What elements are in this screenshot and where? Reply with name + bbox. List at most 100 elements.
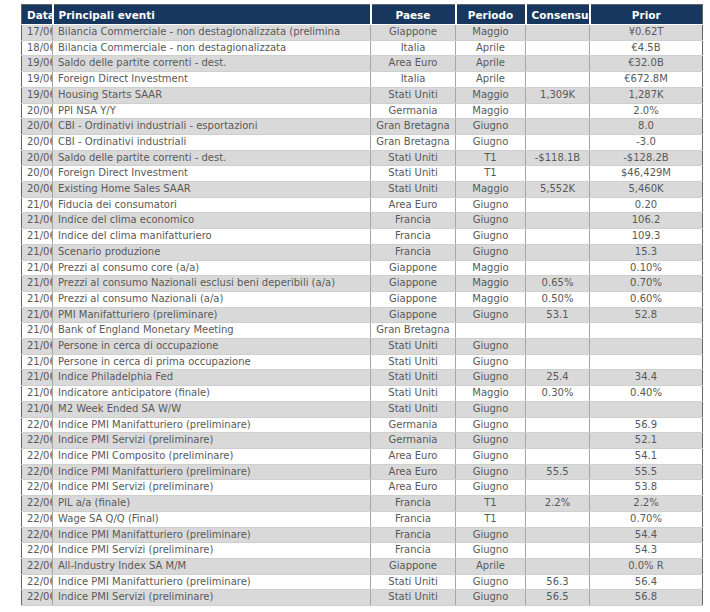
cell-consensus <box>526 543 590 559</box>
cell-evento: CBI - Ordinativi industriali <box>53 134 371 150</box>
cell-paese: Giappone <box>371 307 456 323</box>
cell-paese: Italia <box>371 72 456 88</box>
cell-paese: Giappone <box>371 276 456 292</box>
cell-evento: Indice PMI Manifatturiero (preliminare) <box>53 417 371 433</box>
table-row: 20/06CBI - Ordinativi industriali - espo… <box>22 119 703 135</box>
cell-evento: M2 Week Ended SA W/W <box>53 401 371 417</box>
cell-paese: Germania <box>371 433 456 449</box>
cell-data: 21/06 <box>22 386 53 402</box>
cell-consensus <box>526 166 590 182</box>
cell-consensus: 0.30% <box>526 386 590 402</box>
cell-paese: Stati Uniti <box>371 590 456 606</box>
cell-prior: 0.70% <box>590 511 703 527</box>
cell-evento: All-Industry Index SA M/M <box>53 558 371 574</box>
cell-data: 19/06 <box>22 72 53 88</box>
table-row: 17/06Bilancia Commerciale - non destagio… <box>22 25 703 41</box>
cell-evento: CBI - Ordinativi industriali - esportazi… <box>53 119 371 135</box>
cell-prior: 56.4 <box>590 574 703 590</box>
cell-periodo: Giugno <box>456 527 526 543</box>
cell-periodo: Giugno <box>456 401 526 417</box>
cell-consensus: 56.5 <box>526 590 590 606</box>
cell-data: 21/06 <box>22 213 53 229</box>
cell-evento: Indice del clima manifatturiero <box>53 229 371 245</box>
cell-paese: Stati Uniti <box>371 339 456 355</box>
cell-periodo: Aprile <box>456 72 526 88</box>
economic-calendar-table: DataPrincipali eventiPaesePeriodoConsens… <box>21 4 703 606</box>
cell-consensus <box>526 401 590 417</box>
cell-periodo: Giugno <box>456 354 526 370</box>
table-row: 21/06M2 Week Ended SA W/WStati UnitiGiug… <box>22 401 703 417</box>
table-row: 20/06PPI NSA Y/YGermaniaMaggio2.0% <box>22 103 703 119</box>
cell-paese: Gran Bretagna <box>371 119 456 135</box>
cell-periodo: Maggio <box>456 87 526 103</box>
cell-prior <box>590 323 703 339</box>
cell-periodo: Aprile <box>456 56 526 72</box>
cell-consensus <box>526 25 590 41</box>
cell-evento: Indice PMI Servizi (preliminare) <box>53 433 371 449</box>
table-row: 21/06Scenario produzioneFranciaGiugno15.… <box>22 244 703 260</box>
table-row: 21/06PMI Manifatturiero (preliminare)Gia… <box>22 307 703 323</box>
cell-periodo: T1 <box>456 166 526 182</box>
cell-paese: Francia <box>371 244 456 260</box>
cell-evento: Saldo delle partite correnti - dest. <box>53 56 371 72</box>
table-row: 19/06Saldo delle partite correnti - dest… <box>22 56 703 72</box>
table-row: 22/06All-Industry Index SA M/MGiapponeAp… <box>22 558 703 574</box>
cell-consensus <box>526 134 590 150</box>
cell-consensus: 53.1 <box>526 307 590 323</box>
cell-paese: Giappone <box>371 291 456 307</box>
cell-evento: Prezzi al consumo core (a/a) <box>53 260 371 276</box>
cell-consensus <box>526 56 590 72</box>
cell-data: 22/06 <box>22 558 53 574</box>
cell-data: 22/06 <box>22 511 53 527</box>
cell-prior: 0.0% R <box>590 558 703 574</box>
cell-data: 21/06 <box>22 276 53 292</box>
cell-evento: Indice PMI Composito (preliminare) <box>53 448 371 464</box>
cell-evento: Foreign Direct Investment <box>53 166 371 182</box>
cell-prior: ¥0.62T <box>590 25 703 41</box>
cell-data: 21/06 <box>22 260 53 276</box>
cell-prior: 56.8 <box>590 590 703 606</box>
table-row: 22/06Indice PMI Composito (preliminare)A… <box>22 448 703 464</box>
cell-evento: PPI NSA Y/Y <box>53 103 371 119</box>
cell-periodo: Giugno <box>456 543 526 559</box>
cell-evento: Indice PMI Manifatturiero (preliminare) <box>53 464 371 480</box>
cell-periodo: Giugno <box>456 307 526 323</box>
cell-evento: Scenario produzione <box>53 244 371 260</box>
cell-data: 19/06 <box>22 56 53 72</box>
cell-evento: Indice PMI Servizi (preliminare) <box>53 590 371 606</box>
cell-consensus <box>526 558 590 574</box>
cell-consensus: 2.2% <box>526 496 590 512</box>
table-row: 21/06Indice del clima manifatturieroFran… <box>22 229 703 245</box>
table-row: 21/06Indicatore anticipatore (finale)Sta… <box>22 386 703 402</box>
cell-paese: Area Euro <box>371 197 456 213</box>
cell-evento: Saldo delle partite correnti - dest. <box>53 150 371 166</box>
cell-prior: €4.5B <box>590 40 703 56</box>
cell-paese: Francia <box>371 527 456 543</box>
cell-prior: 1,287K <box>590 87 703 103</box>
cell-periodo: Maggio <box>456 291 526 307</box>
cell-paese: Francia <box>371 511 456 527</box>
cell-periodo: Giugno <box>456 197 526 213</box>
header-row: DataPrincipali eventiPaesePeriodoConsens… <box>22 5 703 25</box>
cell-data: 19/06 <box>22 87 53 103</box>
cell-consensus <box>526 197 590 213</box>
cell-paese: Stati Uniti <box>371 386 456 402</box>
cell-periodo: Giugno <box>456 464 526 480</box>
column-header-paese: Paese <box>371 5 456 25</box>
cell-consensus: 56.3 <box>526 574 590 590</box>
table-row: 21/06Persone in cerca di prima occupazio… <box>22 354 703 370</box>
column-header-prior: Prior <box>590 5 703 25</box>
cell-evento: Indice del clima economico <box>53 213 371 229</box>
cell-data: 21/06 <box>22 323 53 339</box>
cell-evento: Indice PMI Manifatturiero (preliminare) <box>53 527 371 543</box>
cell-evento: Housing Starts SAAR <box>53 87 371 103</box>
cell-prior: 0.20 <box>590 197 703 213</box>
cell-consensus <box>526 448 590 464</box>
cell-periodo: Maggio <box>456 25 526 41</box>
cell-consensus <box>526 527 590 543</box>
cell-data: 22/06 <box>22 574 53 590</box>
cell-periodo: Giugno <box>456 480 526 496</box>
cell-evento: Indice PMI Servizi (preliminare) <box>53 543 371 559</box>
cell-evento: Bilancia Commerciale - non destagionaliz… <box>53 25 371 41</box>
table-row: 21/06Prezzi al consumo core (a/a)Giappon… <box>22 260 703 276</box>
